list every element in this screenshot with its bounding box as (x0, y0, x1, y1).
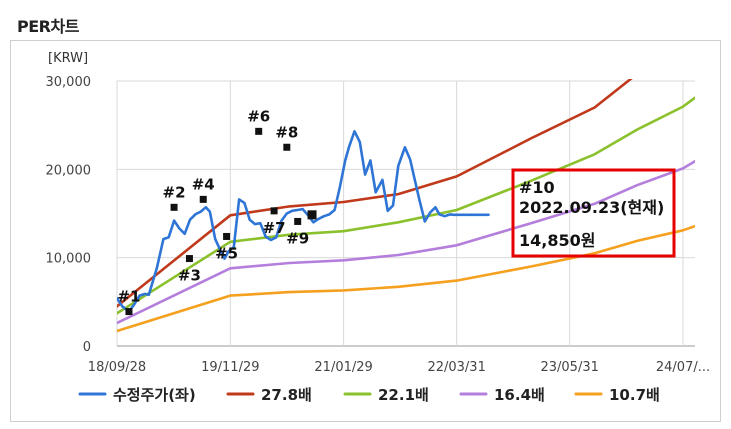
legend-item-per-10-7[interactable]: 10.7배 (574, 386, 660, 404)
marker-point (307, 210, 317, 220)
marker-label: #9 (286, 229, 309, 247)
series-line-per-10-7 (117, 224, 695, 333)
grid-layer (116, 80, 695, 347)
series-line-per-22-1 (117, 96, 695, 315)
y-tick-label: 20,000 (46, 163, 92, 178)
annotation-box: #10 2022.09.23(현재) 14,850원 (511, 168, 676, 258)
marker-point (283, 143, 291, 151)
chart-title: PER차트 (17, 17, 79, 36)
legend-label: 10.7배 (609, 386, 660, 404)
legend-label: 22.1배 (378, 386, 429, 404)
chart-frame (10, 40, 721, 422)
marker-point (270, 207, 278, 215)
series-line-price (117, 130, 490, 313)
series-line-per-16-4 (117, 159, 695, 325)
marker-label: #4 (192, 175, 215, 193)
marker-label: #6 (247, 107, 270, 125)
x-tick-label: 21/01/29 (314, 360, 372, 375)
marker-label: #5 (215, 244, 238, 262)
marker-label: #1 (117, 288, 140, 306)
marker-point (223, 232, 231, 240)
legend: 수정주가(좌) 27.8배 22.1배 16.4배 10.7배 (78, 386, 660, 404)
highlight-box (511, 168, 676, 258)
legend-item-per-16-4[interactable]: 16.4배 (459, 386, 545, 404)
y-tick-label: 30,000 (46, 75, 92, 90)
x-tick-label: 23/05/31 (540, 360, 598, 375)
annotation-date: 2022.09.23(현재) (519, 198, 664, 217)
y-unit-label: [KRW] (48, 51, 88, 66)
y-tick-label: 10,000 (46, 252, 92, 267)
x-tick-label: 19/11/29 (201, 360, 259, 375)
legend-item-price[interactable]: 수정주가(좌) (78, 386, 196, 404)
marker-label: #7 (263, 219, 286, 237)
marker-label: #2 (163, 183, 186, 201)
marker-point (170, 203, 178, 211)
x-tick-label: 22/03/31 (427, 360, 485, 375)
legend-label: 16.4배 (494, 386, 545, 404)
y-tick-label: 0 (83, 340, 91, 355)
legend-item-per-27-8[interactable]: 27.8배 (226, 386, 312, 404)
x-tick-label: 24/07/... (656, 360, 710, 375)
legend-label: 27.8배 (261, 386, 312, 404)
marker-layer: #1 #2 #3 #4 #5 #6 #7 #8 #9 (117, 107, 317, 316)
series-line-per-27-8 (117, 79, 633, 308)
annotation-marker-label: #10 (519, 178, 555, 197)
x-tick-label: 18/09/28 (88, 360, 146, 375)
annotation-price: 14,850원 (519, 231, 595, 250)
marker-label: #3 (178, 267, 201, 285)
marker-point (125, 308, 133, 316)
marker-point (185, 255, 193, 263)
marker-point (199, 195, 207, 203)
axis-layer: 0 10,000 20,000 30,000 18/09/28 19/11/29 21/01… (46, 75, 711, 375)
series-layer (117, 79, 695, 333)
marker-label: #8 (275, 123, 298, 141)
legend-item-per-22-1[interactable]: 22.1배 (343, 386, 429, 404)
legend-label: 수정주가(좌) (113, 386, 196, 404)
marker-point (255, 127, 263, 135)
marker-point (294, 217, 302, 225)
